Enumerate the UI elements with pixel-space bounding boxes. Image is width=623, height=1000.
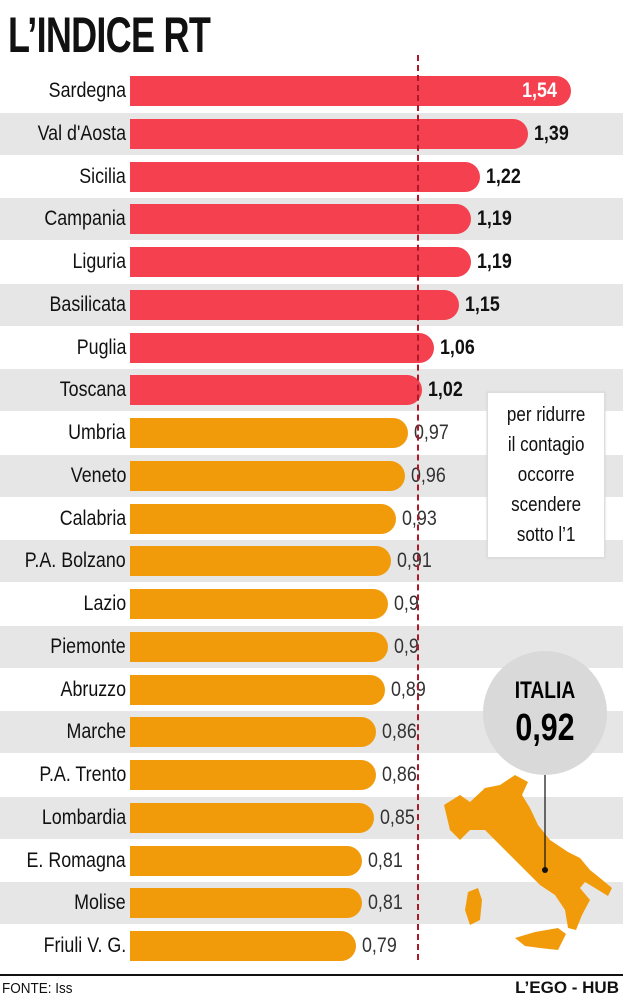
value-label: 0,81 <box>368 848 403 872</box>
chart-row: Molise 0,81 <box>0 882 623 925</box>
source-text: FONTE: Iss <box>2 980 73 997</box>
chart-row: Basilicata 1,15 <box>0 283 623 326</box>
bar <box>130 931 357 961</box>
bar <box>130 289 460 320</box>
category-label: Campania <box>44 207 126 231</box>
value-label: 0,91 <box>396 549 432 573</box>
credit-text: L’EGO - HUB <box>515 978 619 997</box>
bar <box>130 717 377 748</box>
bar <box>130 631 388 662</box>
value-label: 0,97 <box>413 421 449 444</box>
value-label: 0,86 <box>382 763 418 786</box>
bar <box>130 76 572 106</box>
value-label: 1,19 <box>476 250 512 273</box>
bar <box>130 418 408 448</box>
value-label: 1,22 <box>485 164 521 188</box>
bar <box>130 888 363 919</box>
annotation-line: sotto l’1 <box>516 524 576 546</box>
bar <box>130 375 423 406</box>
value-label: 1,19 <box>476 207 512 231</box>
bar <box>130 460 406 491</box>
value-label: 0,89 <box>390 677 426 701</box>
category-label: Sardegna <box>48 79 126 102</box>
annotation-line: scendere <box>511 494 581 516</box>
value-label: 1,39 <box>534 121 569 145</box>
chart-row: Sardegna 1,54 <box>0 70 623 112</box>
category-label: Umbria <box>68 421 126 444</box>
annotation-line: occorre <box>517 464 575 486</box>
category-label: Lazio <box>83 592 126 615</box>
category-label: Val d'Aosta <box>37 121 126 145</box>
bar <box>130 589 388 619</box>
bar <box>130 802 374 833</box>
category-label: Puglia <box>76 335 126 359</box>
category-label: Marche <box>66 720 126 744</box>
bar <box>130 332 434 363</box>
value-label: 1,54 <box>522 79 558 102</box>
bar <box>130 503 397 534</box>
category-label: Molise <box>74 891 126 915</box>
italy-map-icon <box>444 775 612 950</box>
italia-value: 0,92 <box>515 707 575 749</box>
chart-row: Abruzzo 0,89 <box>0 669 623 711</box>
value-label: 0,86 <box>382 720 418 744</box>
italia-label: ITALIA <box>514 677 576 704</box>
category-label: Liguria <box>72 250 126 273</box>
chart-row: Sicilia 1,22 <box>0 156 623 198</box>
bar <box>130 204 471 235</box>
chart-title: L’INDICE RT <box>8 7 211 63</box>
chart-row: Lazio 0,9 <box>0 583 623 625</box>
bar <box>130 546 391 577</box>
category-label: Sicilia <box>79 164 126 188</box>
value-label: 1,15 <box>465 292 501 316</box>
category-label: Friuli V. G. <box>43 934 126 957</box>
value-label: 0,79 <box>362 934 398 957</box>
annotation-line: per ridurre <box>506 404 586 426</box>
footer-divider <box>0 974 623 976</box>
value-label: 0,9 <box>393 592 419 615</box>
category-label: E. Romagna <box>26 848 126 872</box>
category-label: Toscana <box>59 378 126 402</box>
category-label: Veneto <box>70 463 126 487</box>
chart-row: Liguria 1,19 <box>0 241 623 283</box>
value-label: 0,9 <box>393 634 419 658</box>
bar <box>130 161 480 192</box>
value-label: 0,96 <box>411 463 446 487</box>
chart-row: Calabria 0,93 <box>0 498 623 540</box>
category-label: Calabria <box>59 506 126 530</box>
annotation-box: per ridurre il contagio occorre scendere… <box>487 392 605 558</box>
category-label: P.A. Trento <box>38 763 126 786</box>
category-label: Abruzzo <box>60 677 126 701</box>
chart-row: E. Romagna 0,81 <box>0 840 623 882</box>
chart-row: Friuli V. G. 0,79 <box>0 925 623 967</box>
chart-row: Val d'Aosta 1,39 <box>0 112 623 155</box>
italia-badge: ITALIA 0,92 <box>483 651 607 775</box>
category-label: Basilicata <box>49 292 126 316</box>
bar <box>130 674 385 705</box>
chart-row: Umbria 0,97 <box>0 412 623 454</box>
category-label: Lombardia <box>41 805 126 829</box>
bar <box>130 118 529 149</box>
chart-row: Campania 1,19 <box>0 198 623 241</box>
bar <box>130 247 471 277</box>
value-label: 1,02 <box>428 378 463 402</box>
annotation-line: il contagio <box>507 434 585 456</box>
value-label: 0,85 <box>379 805 415 829</box>
reference-line-rt-1 <box>416 55 419 960</box>
chart-row: P.A. Trento 0,86 <box>0 754 623 796</box>
bar <box>130 845 363 876</box>
chart-row: Puglia 1,06 <box>0 327 623 369</box>
value-label: 0,81 <box>368 891 403 915</box>
bar <box>130 760 377 790</box>
category-label: Piemonte <box>50 634 126 658</box>
category-label: P.A. Bolzano <box>25 549 126 573</box>
value-label: 1,06 <box>439 335 475 359</box>
value-label: 0,93 <box>402 506 438 530</box>
